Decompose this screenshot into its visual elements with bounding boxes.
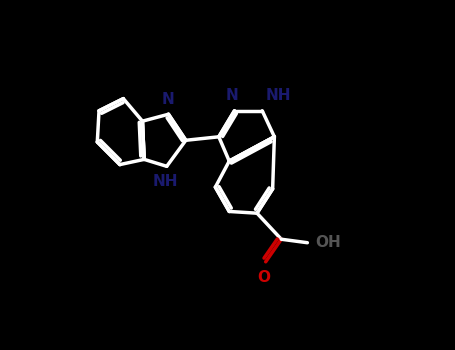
Text: OH: OH — [315, 235, 341, 250]
Text: NH: NH — [266, 88, 291, 103]
Text: NH: NH — [152, 174, 178, 189]
Text: O: O — [258, 271, 270, 286]
Text: N: N — [162, 92, 175, 107]
Text: N: N — [225, 88, 238, 103]
